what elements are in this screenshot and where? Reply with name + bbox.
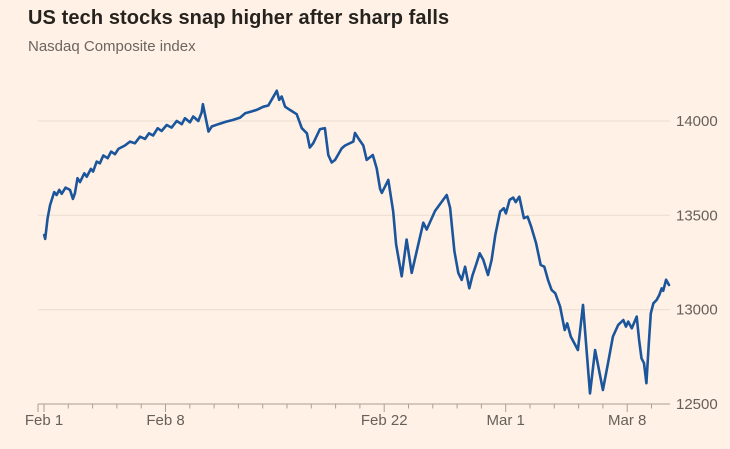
chart-title: US tech stocks snap higher after sharp f… bbox=[28, 7, 450, 29]
x-axis-label: Feb 1 bbox=[25, 412, 63, 429]
y-axis-label: 12500 bbox=[676, 396, 718, 413]
x-axis-label: Mar 1 bbox=[487, 412, 525, 429]
x-axis-label: Feb 22 bbox=[361, 412, 408, 429]
x-axis-label: Feb 8 bbox=[146, 412, 184, 429]
y-axis-label: 13000 bbox=[676, 302, 718, 319]
y-axis-label: 13500 bbox=[676, 207, 718, 224]
y-axis-label: 14000 bbox=[676, 113, 718, 130]
x-axis-label: Mar 8 bbox=[608, 412, 646, 429]
chart-subtitle: Nasdaq Composite index bbox=[28, 38, 196, 55]
price-line bbox=[42, 89, 671, 395]
